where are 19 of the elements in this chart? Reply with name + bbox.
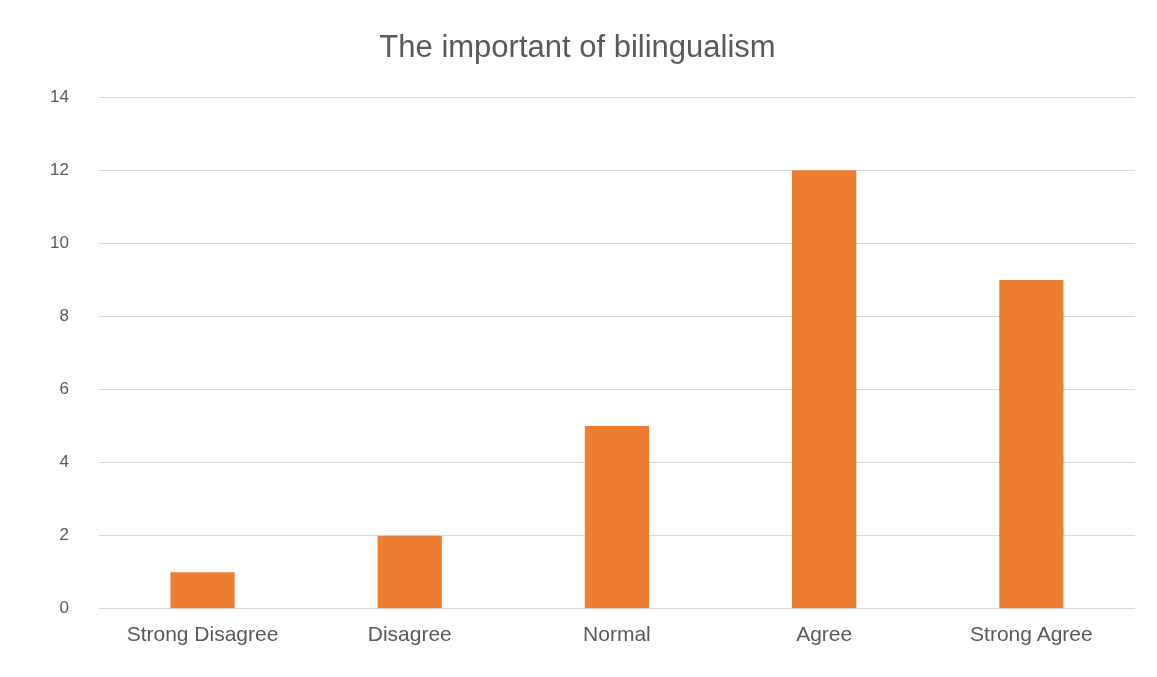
x-tick-label: Strong Disagree bbox=[126, 622, 279, 646]
y-tick-label: 4 bbox=[59, 452, 69, 472]
y-tick-label: 14 bbox=[49, 86, 69, 106]
x-tick-label: Disagree bbox=[367, 622, 452, 646]
chart-title: The important of bilingualism bbox=[379, 29, 776, 65]
x-tick-label: Strong Agree bbox=[970, 622, 1093, 646]
bar bbox=[999, 279, 1064, 609]
bar bbox=[792, 170, 857, 609]
y-tick-label: 2 bbox=[59, 525, 69, 545]
y-tick-label: 12 bbox=[49, 159, 69, 179]
y-tick-label: 0 bbox=[59, 598, 69, 618]
bar bbox=[377, 535, 442, 609]
y-tick-label: 6 bbox=[59, 379, 69, 399]
y-tick-label: 8 bbox=[59, 306, 69, 326]
x-tick-label: Agree bbox=[796, 622, 853, 646]
bar bbox=[170, 572, 235, 609]
x-tick-label: Normal bbox=[583, 622, 651, 646]
y-tick-label: 10 bbox=[49, 233, 69, 253]
bar bbox=[584, 426, 650, 609]
